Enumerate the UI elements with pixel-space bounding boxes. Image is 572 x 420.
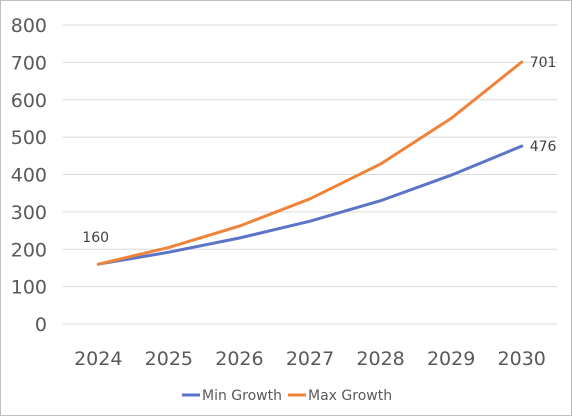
y-tick-label: 600 bbox=[11, 90, 47, 112]
x-tick-label: 2030 bbox=[498, 348, 546, 370]
x-tick-label: 2027 bbox=[286, 348, 334, 370]
x-tick-label: 2025 bbox=[145, 348, 193, 370]
legend: Min Growth Max Growth bbox=[182, 388, 392, 404]
y-tick-label: 100 bbox=[11, 277, 47, 299]
data-label: 476 bbox=[530, 139, 557, 155]
legend-label-1: Min Growth bbox=[202, 388, 282, 404]
x-axis-ticks: 2024 2025 2026 2027 2028 2029 2030 bbox=[74, 348, 546, 370]
x-tick-label: 2029 bbox=[427, 348, 475, 370]
series-layer bbox=[96, 60, 524, 266]
y-tick-label: 700 bbox=[11, 52, 47, 74]
y-tick-label: 800 bbox=[11, 15, 47, 37]
legend-label-2: Max Growth bbox=[308, 388, 392, 404]
x-tick-label: 2024 bbox=[74, 348, 122, 370]
y-tick-label: 300 bbox=[11, 202, 47, 224]
y-axis-ticks: 0 100 200 300 400 500 600 700 800 bbox=[11, 15, 47, 336]
data-label: 160 bbox=[82, 230, 109, 246]
y-tick-label: 0 bbox=[35, 314, 47, 336]
data-labels: 160 701 476 bbox=[82, 55, 556, 246]
x-tick-label: 2028 bbox=[356, 348, 404, 370]
x-tick-label: 2026 bbox=[215, 348, 263, 370]
y-tick-label: 200 bbox=[11, 239, 47, 261]
data-label: 701 bbox=[530, 55, 557, 71]
series-line-1 bbox=[96, 144, 524, 266]
grid-layer bbox=[63, 24, 557, 325]
y-tick-label: 500 bbox=[11, 127, 47, 149]
series-line-2 bbox=[96, 60, 524, 266]
y-tick-label: 400 bbox=[11, 165, 47, 187]
